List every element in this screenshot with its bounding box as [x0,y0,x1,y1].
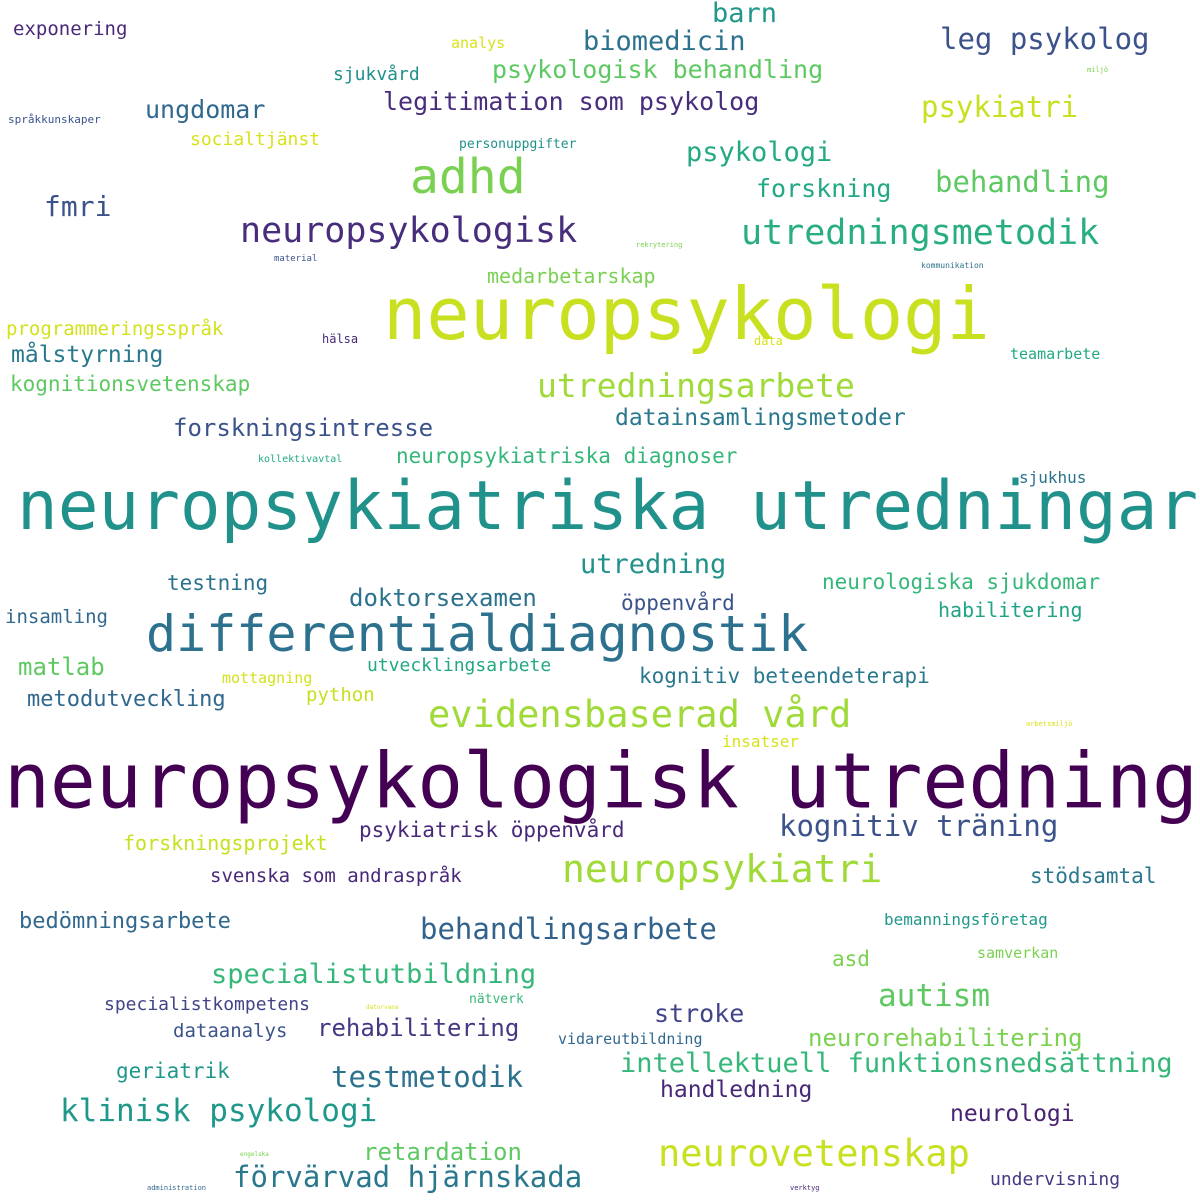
word: utredning [580,549,727,580]
word: neuropsykiatriska utredningar [17,466,1199,546]
word: verktyg [790,1184,820,1192]
word: adhd [410,149,526,205]
word: geriatrik [116,1059,230,1083]
word: neuropsykiatri [562,847,883,891]
word: kognitiv beteendeterapi [639,664,930,688]
word: forskningsintresse [173,414,434,442]
word: stroke [654,999,745,1028]
word: datainsamlingsmetoder [615,405,906,431]
word: förvärvad hjärnskada [233,1160,583,1194]
word: fmri [44,190,112,223]
word: neuropsykologisk utredning [4,738,1198,827]
word: programmeringsspråk [6,318,224,340]
word: asd [832,947,870,971]
word: barn [712,0,778,29]
word: sjukvård [333,64,420,85]
word: kollektivavtal [258,454,343,465]
word: matlab [18,653,105,681]
word: miljö [1087,66,1109,74]
word: legitimation som psykolog [383,87,760,116]
word: kognitionsvetenskap [10,372,251,396]
word: neuropsykologi [383,272,990,356]
word: nätverk [469,992,524,1007]
word: engelska [240,1151,269,1158]
word: personuppgifter [459,137,577,152]
word: utredningsarbete [537,366,855,405]
word: testning [167,571,269,595]
word: behandling [935,165,1110,199]
word: kognitiv träning [779,809,1059,843]
word: klinisk psykologi [60,1093,378,1129]
word: hälsa [322,332,359,346]
word: python [306,684,375,706]
word: psykologi [686,137,833,168]
word: samverkan [977,944,1059,962]
word: sjukhus [1019,468,1087,487]
word: ungdomar [145,95,266,124]
word: socialtjänst [190,129,321,150]
word: specialistkompetens [104,994,310,1015]
word: exponering [13,18,128,40]
word: retardation [363,1138,522,1166]
word: öppenvård [621,591,735,615]
word: administration [147,1184,207,1192]
word: leg psykolog [940,22,1150,56]
word: specialistutbildning [211,959,537,990]
word: psykologisk behandling [492,55,824,84]
word: utredningsmetodik [741,213,1100,253]
word: neurovetenskap [658,1132,970,1175]
word: psykiatri [921,90,1079,124]
word: material [274,254,318,264]
word: behandlingsarbete [420,912,717,946]
word: målstyrning [11,342,164,368]
word: metodutveckling [27,687,226,712]
word: data [754,334,783,348]
word: biomedicin [583,26,746,57]
word: neuropsykologisk [240,211,578,251]
word: insamling [5,606,108,628]
word: medarbetarskap [487,264,656,288]
word: språkkunskaper [8,113,101,126]
word: forskning [756,174,892,203]
word: neurologiska sjukdomar [822,570,1101,594]
word: arbetsmiljö [1026,720,1073,728]
word: mottagning [222,669,313,687]
word: rehabilitering [317,1014,520,1042]
word: neurologi [950,1101,1075,1127]
word: psykiatrisk öppenvård [359,818,625,842]
word: handledning [660,1077,813,1103]
word: dataanalys [173,1020,288,1042]
word: svenska som andraspråk [210,865,462,887]
word: forskningsprojekt [123,831,328,855]
word: vidareutbildning [558,1030,703,1048]
word: evidensbaserad vård [428,693,852,736]
word: bedömningsarbete [19,909,231,934]
word: stödsamtal [1030,864,1157,888]
word: autism [878,978,990,1014]
word: neuropsykiatriska diagnoser [396,444,738,468]
word: analys [451,34,506,52]
word: differentialdiagnostik [146,605,809,663]
word: testmetodik [331,1060,524,1094]
word: kommunikation [921,261,984,270]
word: habilitering [938,598,1083,622]
word: undervisning [990,1169,1121,1190]
word: neurorehabilitering [808,1024,1083,1052]
word: intellektuell funktionsnedsättning [620,1048,1173,1079]
word: teamarbete [1010,345,1101,363]
word: doktorsexamen [349,584,537,612]
word: rekrytering [636,241,683,249]
word: bemanningsföretag [884,910,1048,929]
word: datorvana [366,1004,399,1011]
word: insatser [722,732,800,751]
word: utvecklingsarbete [367,655,552,676]
